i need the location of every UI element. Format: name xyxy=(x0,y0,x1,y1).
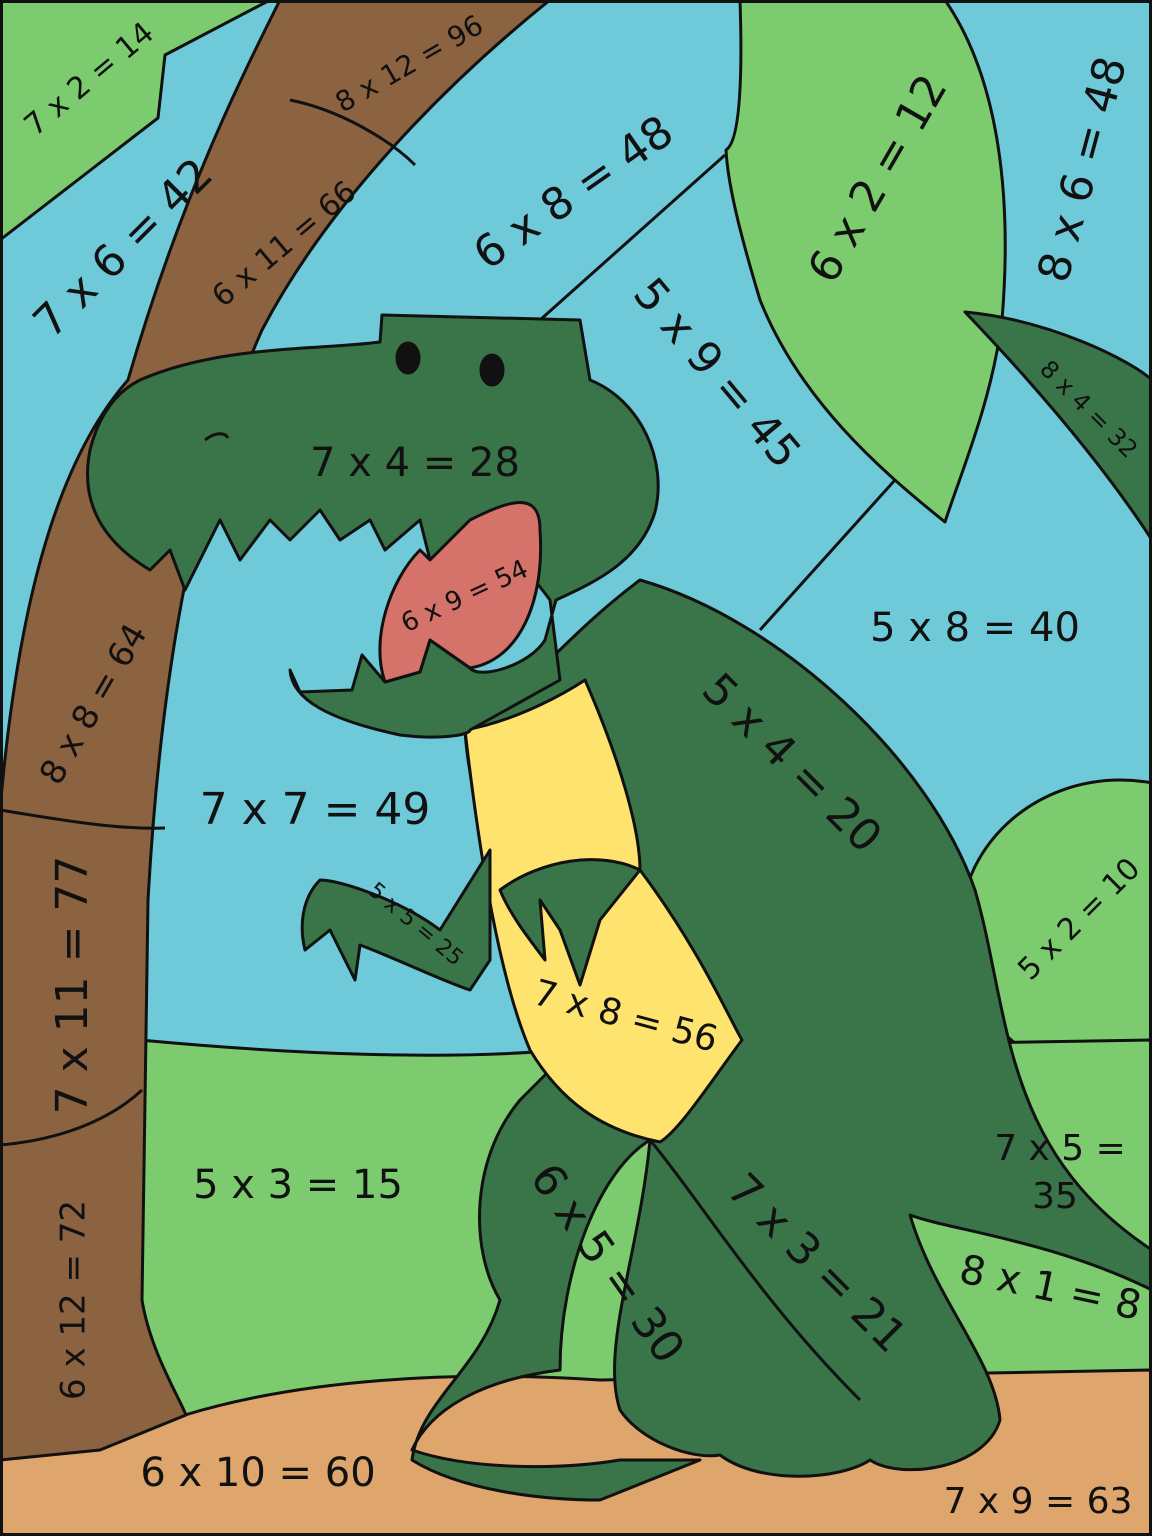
label: 35 xyxy=(1032,1176,1078,1217)
label: 7 x 5 = xyxy=(994,1128,1126,1169)
label: 5 x 8 = 40 xyxy=(870,605,1080,651)
label: 5 x 3 = 15 xyxy=(193,1162,403,1208)
coloring-page: 7 x 2 = 14 8 x 12 = 96 7 x 6 = 42 6 x 11… xyxy=(0,0,1152,1536)
label: 7 x 11 = 77 xyxy=(47,856,98,1115)
label: 6 x 10 = 60 xyxy=(140,1450,375,1496)
eye xyxy=(397,343,419,373)
label: 6 x 12 = 72 xyxy=(54,1200,94,1400)
eye xyxy=(481,355,503,385)
label: 7 x 7 = 49 xyxy=(200,784,431,835)
label: 7 x 4 = 28 xyxy=(310,440,520,486)
label: 7 x 9 = 63 xyxy=(944,1481,1133,1522)
